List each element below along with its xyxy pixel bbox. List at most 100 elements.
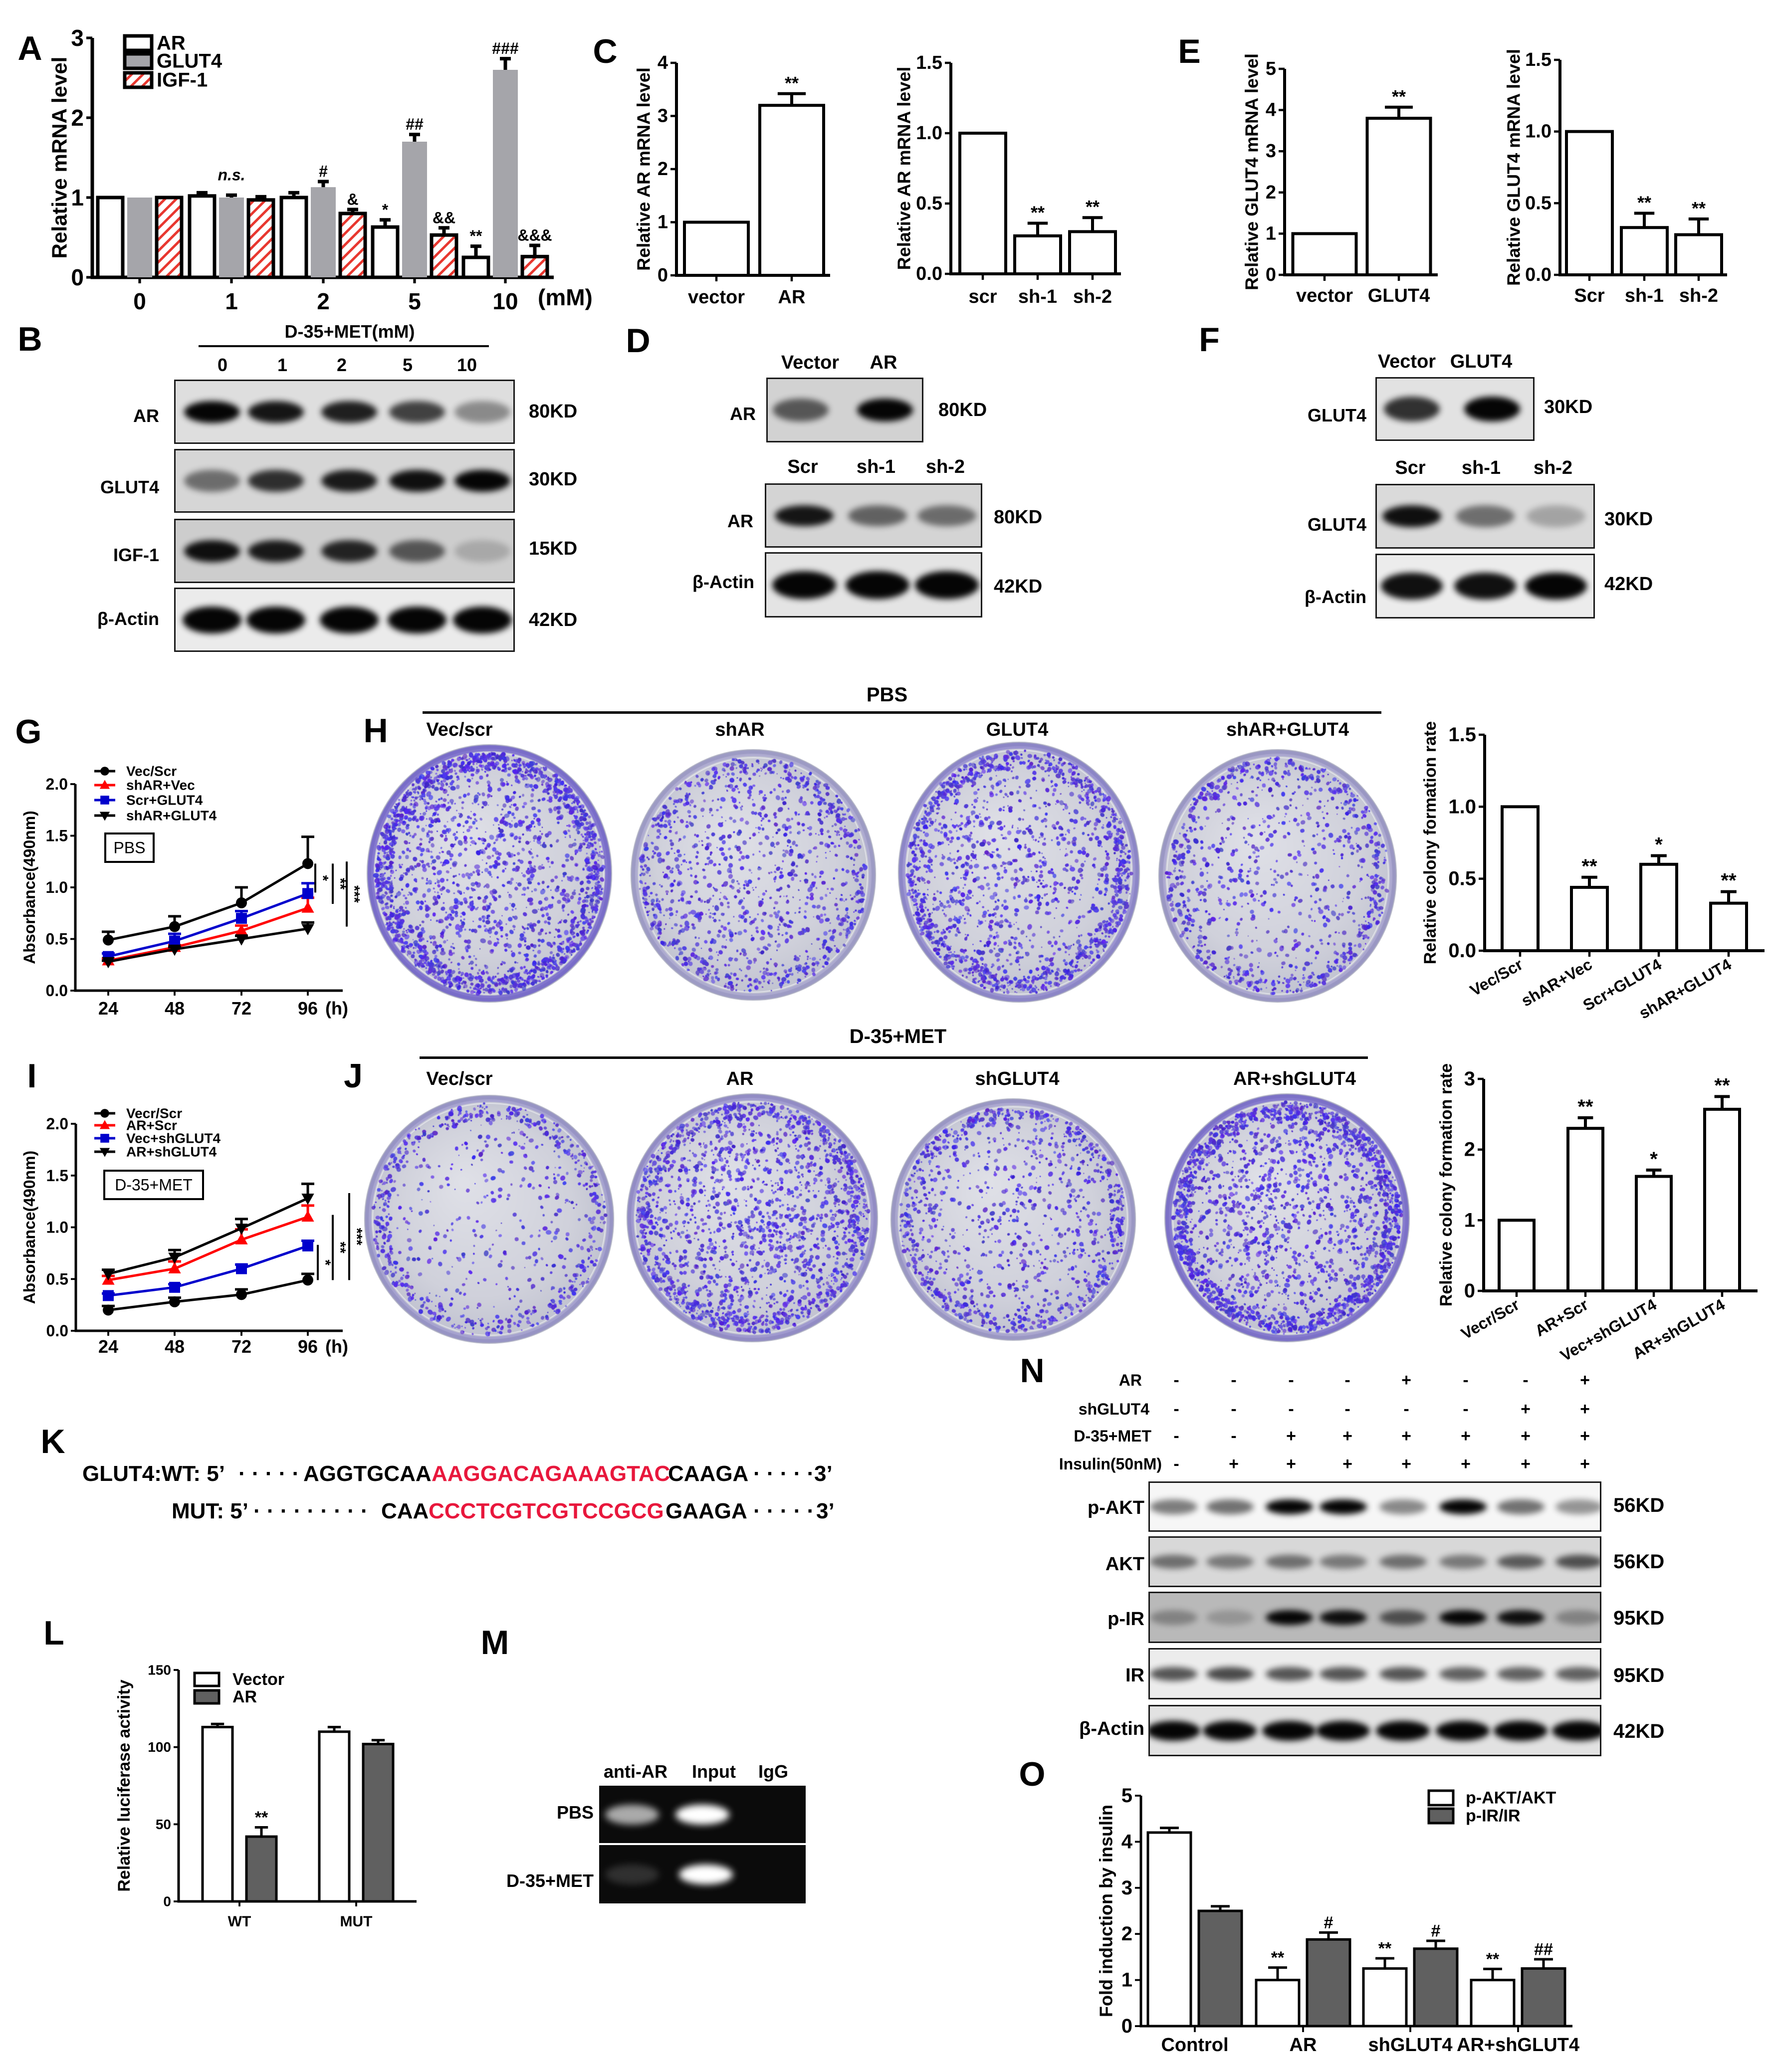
series-line xyxy=(108,1244,308,1297)
minus-sign: - xyxy=(1173,1400,1179,1419)
y-tick-label: 0 xyxy=(163,1894,171,1909)
x-tick-label: Scr+GLUT4 xyxy=(1580,955,1665,1015)
x-tick-label: 10 xyxy=(492,288,518,314)
series-line xyxy=(108,862,309,942)
band xyxy=(1381,573,1443,600)
band xyxy=(321,470,377,492)
circle-marker-icon xyxy=(100,1109,109,1118)
panel-d-lane-label: sh-1 xyxy=(856,456,896,477)
x-tick-label: Vec/Scr xyxy=(1467,955,1526,1000)
x-tick-label: MUT xyxy=(340,1913,373,1930)
panel-b-row-label: GLUT4 xyxy=(100,477,159,497)
significance-label: * xyxy=(382,201,389,218)
series-line xyxy=(108,1197,309,1275)
triangle-up-marker-icon xyxy=(168,1262,181,1273)
panel-m-row-label: PBS xyxy=(556,1802,594,1823)
minus-sign: - xyxy=(1173,1427,1179,1446)
panel-letter-o: O xyxy=(1019,1755,1046,1793)
axes: 0.0 0.5 1.0 1.5 scr sh-1 sh-2 Relative AR mRNA … xyxy=(894,52,1121,307)
colony-plate-ar-shglut4 xyxy=(1163,1092,1411,1343)
panel-d-kd-label: 80KD xyxy=(938,400,987,420)
minus-sign: - xyxy=(1173,1371,1179,1390)
band xyxy=(1555,1555,1600,1569)
significance-label: * xyxy=(1655,833,1663,855)
band xyxy=(1555,1499,1600,1514)
significance-label: * xyxy=(315,875,331,881)
series-ar: ** xyxy=(245,1739,395,1903)
panel-letter-k: K xyxy=(40,1423,65,1460)
bar xyxy=(371,225,400,279)
series-line xyxy=(108,1278,308,1311)
panel-f-lane-label: sh-2 xyxy=(1533,457,1573,478)
plus-sign: + xyxy=(1521,1400,1531,1419)
panel-f-row-label: GLUT4 xyxy=(1307,405,1366,425)
y-tick-label: 3 xyxy=(1121,1877,1132,1899)
bar xyxy=(1068,230,1117,275)
panel-d-kd-label: 42KD xyxy=(994,576,1043,597)
panel-b-lane-label: 1 xyxy=(277,355,288,375)
y-tick-label: 2 xyxy=(658,159,668,180)
y-tick-label: 0 xyxy=(71,264,84,290)
significance-label: ## xyxy=(1534,1940,1553,1959)
axes: 0.0 0.5 1.0 1.5 2.0 24 48 72 96 (h) Absorbance(490… xyxy=(20,1115,348,1357)
y-tick-label: 0 xyxy=(1464,1280,1475,1302)
x-tick-label: Vecr/Scr xyxy=(1458,1295,1523,1343)
chart-g-absorbance-pbs: 0.0 0.5 1.0 1.5 2.0 24 48 72 96 (h) Absorbance(490… xyxy=(20,764,363,1019)
circle-marker-icon xyxy=(103,1304,114,1316)
panel-f-kd-label: 42KD xyxy=(1604,574,1653,595)
circle-marker-icon xyxy=(100,767,109,776)
series-ar: *** xyxy=(96,191,490,279)
band xyxy=(1265,1666,1313,1681)
bar xyxy=(1255,1979,1301,2028)
sequence-dots: · · · · · xyxy=(238,1461,300,1486)
minus-sign: - xyxy=(1403,1400,1409,1419)
panel-n-kd-label: 42KD xyxy=(1613,1720,1665,1742)
series-shar-glut4 xyxy=(102,921,314,969)
y-tick-label: 5 xyxy=(1121,1785,1132,1807)
band xyxy=(184,540,240,562)
chart-o-fold-induction: 0 1 2 3 4 5 Control AR shGLUT4 AR+shGLUT4 Fold ind… xyxy=(1096,1785,1579,2056)
bar xyxy=(1362,1967,1408,2028)
bar xyxy=(1365,117,1432,276)
bar xyxy=(1470,1979,1516,2028)
colony-plate-shar xyxy=(630,748,877,1002)
x-tick-label: Scr xyxy=(1574,285,1604,306)
panel-d-lane-label: Vector xyxy=(781,352,840,373)
band xyxy=(1319,1610,1367,1625)
y-tick-label: 0.5 xyxy=(46,1270,68,1288)
x-tick-label: 96 xyxy=(298,998,318,1019)
legend-swatch xyxy=(193,1671,221,1687)
panel-f-kd-label: 30KD xyxy=(1604,509,1653,530)
bar xyxy=(246,198,275,279)
plus-sign: + xyxy=(1580,1454,1590,1473)
circle-marker-icon xyxy=(302,858,313,869)
x-tick-label: vector xyxy=(688,287,745,308)
plus-sign: + xyxy=(1461,1427,1471,1446)
series-vector xyxy=(201,1722,351,1903)
band xyxy=(388,606,446,633)
significance-label: ### xyxy=(492,39,519,57)
chart-l-luciferase: 0 50 100 150 WT MUT Relative luciferase activi… xyxy=(115,1662,417,1930)
triangle-down-marker-icon xyxy=(235,1224,248,1235)
series-p-akt-akt: ** ** ** xyxy=(1146,1827,1516,2028)
y-axis-label: Relative GLUT4 mRNA level xyxy=(1504,49,1524,286)
panel-letter-g: G xyxy=(15,713,42,751)
band xyxy=(1262,1720,1316,1741)
band xyxy=(1203,1720,1257,1741)
panel-letter-d: D xyxy=(626,322,651,360)
triangle-up-marker-icon xyxy=(99,780,110,789)
plus-sign: + xyxy=(1229,1454,1239,1473)
y-tick-label: 4 xyxy=(1121,1831,1133,1853)
bar xyxy=(758,104,825,277)
panel-b-lane-label: 0 xyxy=(217,355,228,375)
legend-label: Vec/Scr xyxy=(126,764,177,779)
triangle-up-marker-icon xyxy=(235,924,248,936)
band xyxy=(1319,1555,1367,1569)
bar xyxy=(461,255,490,279)
square-marker-icon xyxy=(302,888,313,899)
y-tick-label: 150 xyxy=(148,1662,171,1678)
significance-brackets: ****** xyxy=(314,861,363,927)
series-relative-colony-formation-rate: ***** xyxy=(1501,805,1748,953)
